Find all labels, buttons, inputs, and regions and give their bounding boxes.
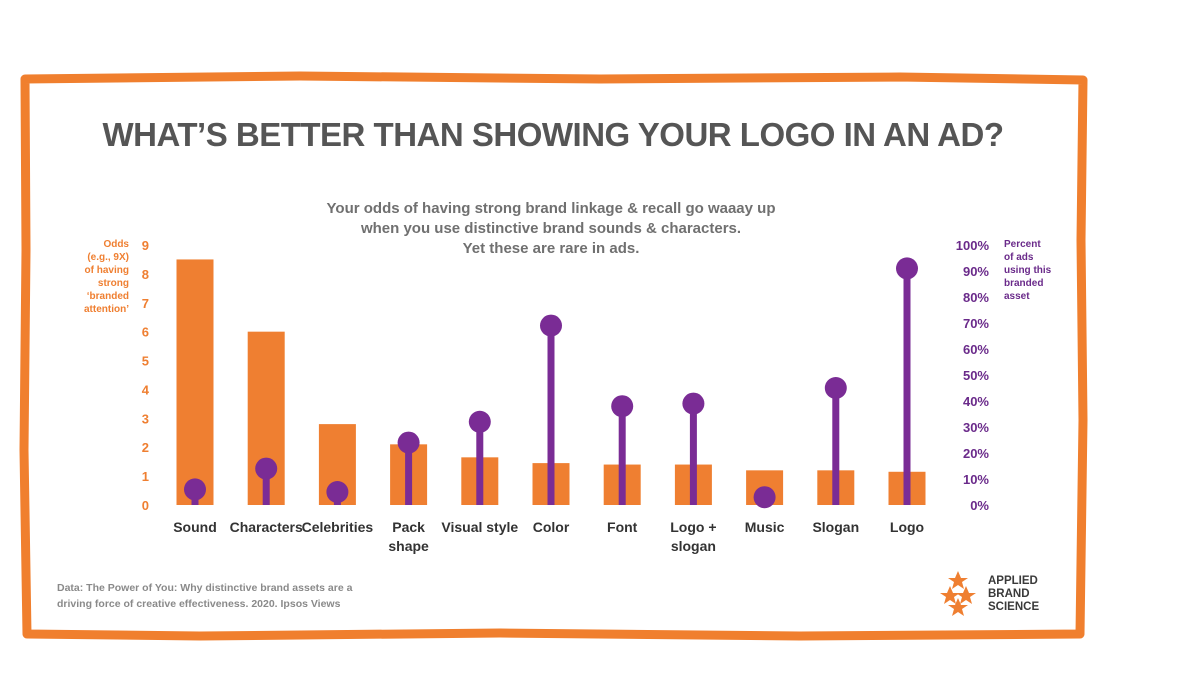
category-label: Music (745, 519, 785, 535)
applied-brand-science-logo: APPLIED BRAND SCIENCE (940, 571, 1039, 616)
left-tick-label: 2 (142, 440, 149, 455)
percent-lollipops (184, 257, 918, 509)
subtitle-line-1: Your odds of having strong brand linkage… (327, 200, 776, 217)
right-axis-label-line: using this (1004, 265, 1052, 276)
right-tick-label: 20% (963, 446, 989, 461)
lollipop-point (326, 481, 349, 503)
category-label: slogan (671, 538, 716, 554)
left-tick-label: 6 (142, 325, 149, 340)
subtitle-line-2: when you use distinctive brand sounds & … (360, 220, 741, 237)
lollipop-point (896, 257, 918, 280)
lollipop-point (184, 478, 206, 501)
category-label: Visual style (441, 519, 518, 535)
category-label: Characters (230, 519, 303, 535)
right-tick-label: 90% (963, 264, 989, 279)
hand-drawn-frame (19, 71, 1088, 641)
left-tick-label: 3 (142, 411, 149, 426)
category-label: shape (388, 538, 429, 554)
category-label: Celebrities (302, 519, 374, 535)
left-tick-label: 4 (142, 382, 150, 397)
lollipop-point (540, 314, 562, 337)
category-label: Sound (173, 519, 217, 535)
right-axis-label: Percent of ads using this branded asset (1004, 239, 1052, 302)
left-axis-label-line: ‘branded (87, 291, 129, 302)
right-tick-label: 30% (963, 420, 989, 435)
left-tick-label: 8 (142, 267, 149, 282)
lollipop-point (753, 486, 776, 509)
right-tick-label: 60% (963, 342, 989, 357)
slide-title: WHAT’S BETTER THAN SHOWING YOUR LOGO IN … (103, 116, 1004, 153)
right-tick-label: 50% (963, 368, 989, 383)
left-axis-label-line: Odds (103, 239, 129, 250)
left-tick-label: 1 (142, 469, 149, 484)
stars-icon (940, 571, 976, 616)
right-tick-label: 10% (963, 472, 989, 487)
subtitle-line-3: Yet these are rare in ads. (463, 240, 640, 257)
right-tick-label: 0% (970, 498, 989, 513)
lollipop-point (468, 410, 491, 433)
odds-bar (176, 259, 214, 505)
lollipop-point (255, 457, 278, 480)
right-axis-ticks: 0% 10% 20% 30% 40% 50% 60% 70% 80% 90% 100% (956, 238, 990, 513)
left-tick-label: 5 (142, 354, 149, 369)
category-label: Color (533, 519, 570, 535)
left-axis-label: Odds (e.g., 9X) of having strong ‘brande… (84, 239, 129, 315)
logo-line-2: BRAND (988, 588, 1030, 600)
category-label: Logo + (670, 519, 716, 535)
left-tick-label: 9 (142, 238, 149, 253)
right-axis-label-line: of ads (1004, 252, 1034, 263)
right-tick-label: 70% (963, 316, 989, 331)
left-axis-label-line: of having (85, 265, 129, 276)
left-axis-label-line: strong (98, 278, 129, 289)
right-tick-label: 100% (956, 238, 990, 253)
left-tick-label: 0 (142, 498, 149, 513)
source-line-2: driving force of creative effectiveness.… (57, 598, 341, 610)
source-line-1: Data: The Power of You: Why distinctive … (57, 582, 353, 594)
lollipop-point (611, 395, 634, 418)
right-axis-label-line: branded (1004, 278, 1043, 289)
right-tick-label: 80% (963, 290, 989, 305)
right-tick-label: 40% (963, 394, 989, 409)
left-axis-ticks: 0 1 2 3 4 5 6 7 8 9 (142, 238, 150, 513)
right-axis-label-line: asset (1004, 291, 1030, 302)
right-axis-label-line: Percent (1004, 239, 1041, 250)
left-axis-label-line: (e.g., 9X) (87, 252, 129, 263)
category-label: Pack (392, 519, 425, 535)
logo-line-3: SCIENCE (988, 601, 1039, 613)
lollipop-point (682, 392, 705, 415)
lollipop-point (824, 377, 847, 399)
category-label: Slogan (812, 519, 859, 535)
category-label: Logo (890, 519, 924, 535)
logo-line-1: APPLIED (988, 575, 1038, 587)
left-axis-label-line: attention’ (84, 304, 129, 315)
lollipop-point (397, 431, 420, 454)
left-tick-label: 7 (142, 296, 149, 311)
category-label: Font (607, 519, 638, 535)
